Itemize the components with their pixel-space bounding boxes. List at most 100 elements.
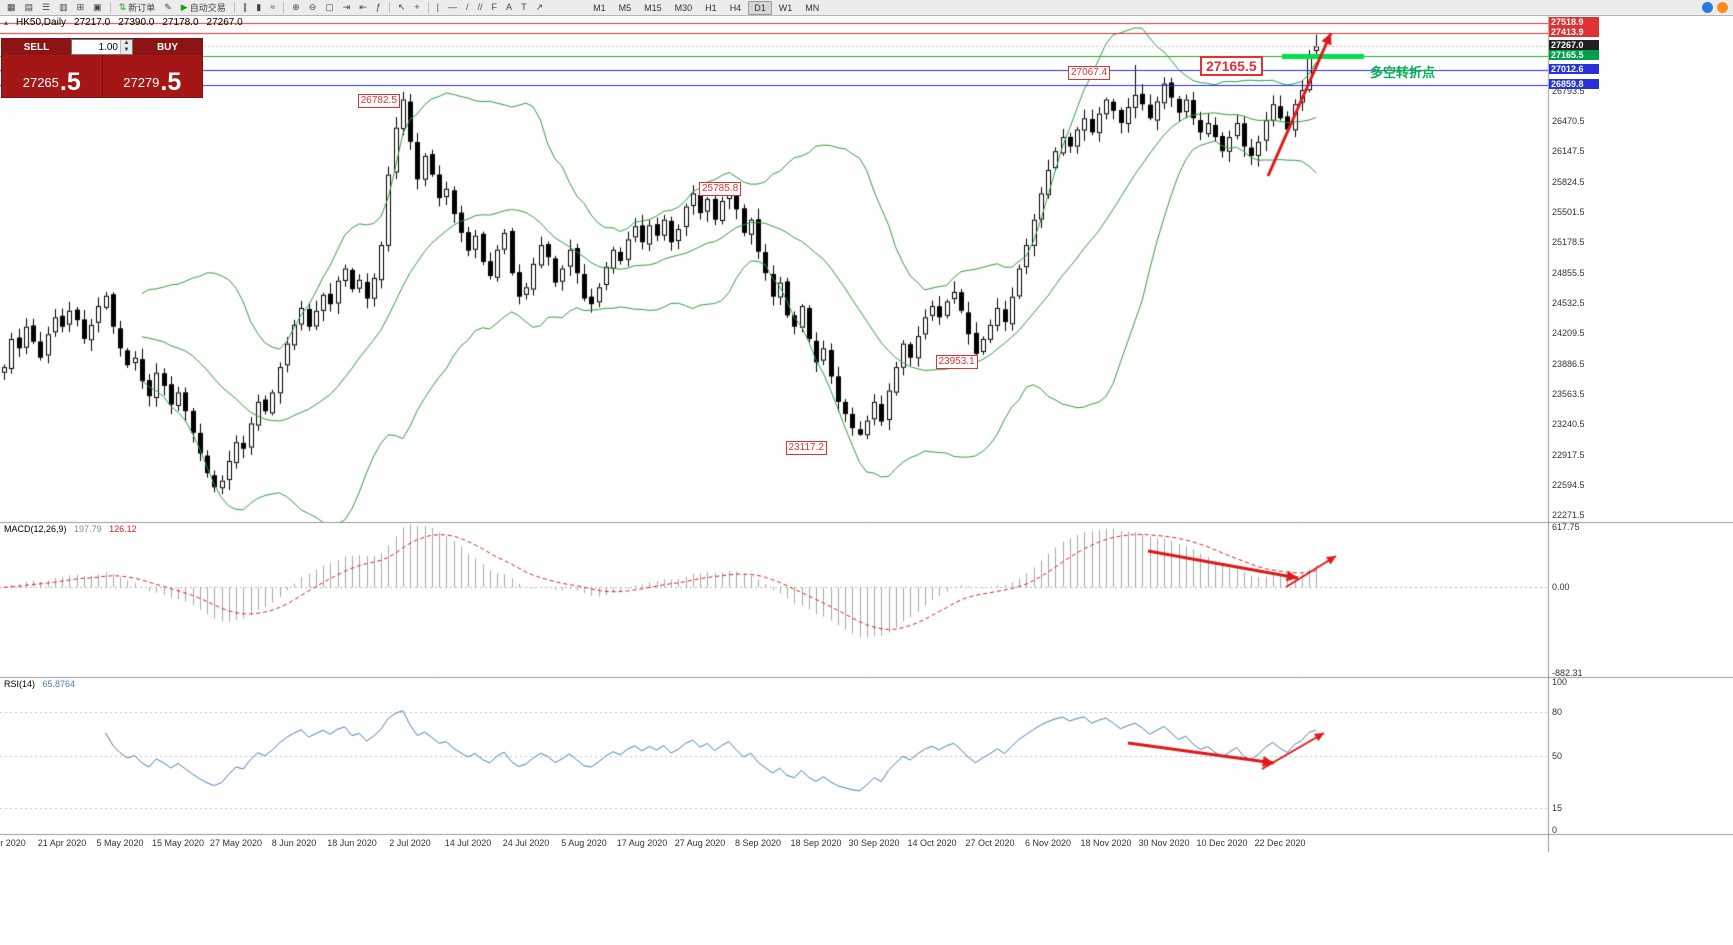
terminal-button[interactable]: ▣ (89, 0, 106, 15)
macd-main-value: 197.79 (74, 524, 102, 534)
bar-chart-mode-icon: ∥ (242, 2, 248, 12)
volume-down-button[interactable]: ▼ (121, 47, 132, 54)
toolbar-separator (233, 2, 235, 13)
terminal-icon: ▣ (93, 2, 102, 12)
candle-chart-mode-button[interactable]: ▮ (252, 0, 265, 15)
bar-chart-mode-button[interactable]: ∥ (239, 0, 252, 15)
macd-axis-label: 617.75 (1552, 522, 1580, 533)
indicators-button[interactable]: ƒ (372, 0, 385, 15)
time-axis-label: 8 Jun 2020 (271, 838, 317, 848)
timeframe-w1-button[interactable]: W1 (778, 2, 793, 13)
chart-profiles-icon: ▤ (24, 2, 34, 12)
text-label-tool-button[interactable]: T (517, 0, 531, 15)
alert-status-icon[interactable] (1717, 2, 1728, 13)
timeframe-m15-button[interactable]: M15 (644, 2, 662, 13)
rsi-axis-label: 80 (1552, 706, 1563, 717)
timeframe-m5-button[interactable]: M5 (618, 2, 632, 13)
fibonacci-tool-icon: F (491, 2, 498, 12)
rsi-label: RSI(14) 65.8764 (4, 679, 75, 689)
auto-trading-label: 自动交易 (189, 3, 226, 13)
time-axis-label: 2 Jul 2020 (389, 838, 431, 848)
zoom-in-icon: ⊕ (292, 2, 300, 12)
symbol-ohlc-line: ▴ HK50,Daily 27217.0 27390.0 27178.0 272… (4, 17, 243, 28)
price-axis-label: 26470.5 (1552, 116, 1585, 127)
timeframe-h4-button[interactable]: H4 (729, 2, 742, 13)
chart-profiles-button[interactable]: ▤ (21, 0, 38, 15)
line-chart-mode-button[interactable]: ≈ (266, 0, 279, 15)
timeframe-h1-button[interactable]: H1 (705, 2, 717, 13)
time-axis-label: 14 Jul 2020 (444, 838, 492, 848)
trendline-tool-button[interactable]: / (462, 0, 473, 15)
price-axis-label: 25501.5 (1552, 207, 1585, 218)
horizontal-line-tool-button[interactable]: — (444, 0, 461, 15)
volume-input[interactable] (72, 40, 120, 54)
volume-up-button[interactable]: ▲ (121, 40, 132, 47)
vertical-line-tool-button[interactable]: | (433, 0, 443, 15)
ask-price-button[interactable]: 27279 .5 (101, 55, 203, 97)
time-axis-label: 22 Dec 2020 (1254, 838, 1306, 848)
buy-label: BUY (156, 41, 179, 53)
timeframe-m1-button[interactable]: M1 (593, 2, 606, 13)
data-window-button[interactable]: ▥ (55, 0, 72, 15)
sell-label: SELL (23, 41, 50, 53)
ohlc-low: 27178.0 (162, 17, 199, 28)
horizontal-line-tool-icon: — (448, 2, 458, 12)
timeframe-m30-button[interactable]: M30 (674, 2, 693, 13)
navigator-button[interactable]: ⊞ (73, 0, 89, 15)
price-axis-label: 23240.5 (1552, 419, 1585, 430)
time-axis-label: 8 Apr 2020 (0, 838, 26, 848)
text-label-tool-icon: T (521, 2, 527, 12)
volume-box: ▲ ▼ (71, 39, 133, 55)
one-click-trading-panel: SELL ▲ ▼ BUY 27265 .5 27279 .5 (1, 38, 203, 98)
trendline-tool-icon: / (466, 2, 469, 12)
market-watch-button[interactable]: ☰ (38, 0, 54, 15)
bid-price-button[interactable]: 27265 .5 (2, 55, 102, 97)
price-annotation: 27067.4 (1068, 66, 1111, 81)
toolbar-separator (427, 2, 429, 13)
text-tool-button[interactable]: A (502, 0, 516, 15)
data-window-icon: ▥ (59, 2, 68, 12)
price-axis-label: 24855.5 (1552, 267, 1585, 278)
price-axis-label: 24209.5 (1552, 328, 1585, 339)
price-tag: 27267.0 (1549, 40, 1599, 51)
rsi-axis-label: 0 (1552, 825, 1558, 835)
auto-trading-button[interactable]: ▶ 自动交易 (177, 0, 230, 15)
arrows-tool-button[interactable]: ↗ (532, 0, 548, 15)
macd-name: MACD(12,26,9) (4, 524, 67, 534)
price-tag: 27165.5 (1549, 49, 1599, 60)
timeframe-d1-button[interactable]: D1 (748, 0, 772, 15)
volume-spinner: ▲ ▼ (120, 40, 132, 54)
sell-button[interactable]: SELL (2, 39, 71, 55)
time-axis-label: 6 Nov 2020 (1024, 838, 1072, 848)
channel-tool-button[interactable]: // (474, 0, 487, 15)
time-axis-label: 5 Aug 2020 (561, 838, 607, 848)
new-order-button[interactable]: ⇅ 新订单 (115, 0, 160, 15)
community-status-icon[interactable] (1702, 2, 1713, 13)
time-axis-label: 18 Nov 2020 (1080, 838, 1132, 848)
crosshair-button[interactable]: + (410, 0, 423, 15)
one-click-toggle-icon[interactable]: ▴ (4, 18, 9, 27)
turning-point-note: 多空转折点 (1370, 65, 1436, 80)
chart-shift-button[interactable]: ⇤ (355, 0, 371, 15)
time-axis-label: 14 Oct 2020 (907, 838, 957, 848)
cursor-button[interactable]: ↖ (394, 0, 410, 15)
rsi-name: RSI(14) (4, 679, 36, 689)
auto-scroll-button[interactable]: ⇥ (339, 0, 355, 15)
trade-panel-header: SELL ▲ ▼ BUY (2, 39, 202, 55)
fibonacci-tool-button[interactable]: F (488, 0, 502, 15)
zoom-out-button[interactable]: ⊖ (305, 0, 321, 15)
time-axis-label: 24 Jul 2020 (502, 838, 550, 848)
metaeditor-icon: ✎ (164, 2, 172, 12)
time-axis-label: 18 Sep 2020 (790, 838, 842, 848)
buy-button[interactable]: BUY (133, 39, 202, 55)
tile-windows-button[interactable]: ▢ (321, 0, 338, 15)
zoom-in-button[interactable]: ⊕ (288, 0, 304, 15)
text-tool-icon: A (506, 2, 513, 12)
price-axis-label: 22917.5 (1552, 449, 1585, 460)
new-chart-button[interactable]: ▦ (3, 0, 20, 15)
timeframe-mn-button[interactable]: MN (805, 2, 820, 13)
new-order-icon: ⇅ (118, 2, 127, 12)
metaeditor-button[interactable]: ✎ (160, 0, 176, 15)
toolbar-right-icons (1702, 2, 1730, 13)
